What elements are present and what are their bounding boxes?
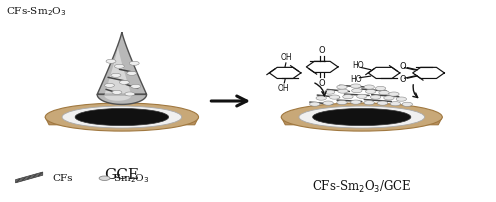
- Ellipse shape: [324, 90, 335, 94]
- Ellipse shape: [131, 84, 141, 88]
- Text: OH: OH: [281, 53, 292, 62]
- Ellipse shape: [364, 101, 374, 105]
- Text: CFs: CFs: [53, 174, 73, 183]
- Ellipse shape: [375, 86, 386, 90]
- Text: O: O: [399, 62, 406, 71]
- Ellipse shape: [112, 90, 122, 94]
- Ellipse shape: [402, 102, 413, 106]
- Ellipse shape: [343, 95, 353, 99]
- Ellipse shape: [120, 80, 129, 84]
- Ellipse shape: [351, 84, 361, 88]
- Text: O: O: [319, 79, 325, 88]
- Ellipse shape: [396, 97, 407, 101]
- Text: OH: OH: [278, 84, 290, 93]
- Ellipse shape: [281, 103, 442, 131]
- Ellipse shape: [62, 106, 182, 128]
- Ellipse shape: [316, 96, 326, 100]
- Ellipse shape: [338, 89, 348, 93]
- Polygon shape: [45, 117, 198, 125]
- Text: HO: HO: [352, 61, 364, 70]
- Ellipse shape: [364, 85, 374, 89]
- Text: CFs-Sm$_2$O$_3$: CFs-Sm$_2$O$_3$: [5, 5, 66, 18]
- Ellipse shape: [312, 108, 411, 126]
- Ellipse shape: [366, 89, 376, 94]
- Polygon shape: [15, 172, 43, 183]
- Ellipse shape: [125, 92, 135, 96]
- Ellipse shape: [351, 100, 361, 104]
- Ellipse shape: [106, 59, 116, 63]
- Text: HO: HO: [351, 75, 362, 83]
- Ellipse shape: [45, 103, 198, 131]
- Ellipse shape: [99, 176, 110, 180]
- Ellipse shape: [115, 64, 124, 68]
- Text: O: O: [319, 46, 325, 55]
- Ellipse shape: [127, 71, 137, 75]
- Text: GCE: GCE: [104, 168, 139, 182]
- Ellipse shape: [379, 90, 389, 95]
- Ellipse shape: [105, 83, 115, 87]
- Ellipse shape: [129, 61, 139, 65]
- Ellipse shape: [389, 92, 399, 96]
- Ellipse shape: [337, 100, 347, 105]
- Text: CFs-Sm$_2$O$_3$/GCE: CFs-Sm$_2$O$_3$/GCE: [312, 179, 411, 195]
- Ellipse shape: [310, 102, 320, 106]
- Ellipse shape: [390, 102, 401, 106]
- Ellipse shape: [329, 95, 340, 99]
- Text: O: O: [399, 75, 406, 84]
- Text: Sm$_2$O$_3$: Sm$_2$O$_3$: [114, 172, 150, 185]
- Ellipse shape: [337, 85, 347, 89]
- Ellipse shape: [377, 101, 388, 105]
- Polygon shape: [97, 32, 147, 104]
- Ellipse shape: [111, 73, 121, 77]
- Ellipse shape: [75, 108, 169, 126]
- Ellipse shape: [357, 94, 367, 98]
- Ellipse shape: [371, 95, 381, 99]
- Ellipse shape: [299, 106, 425, 128]
- Ellipse shape: [323, 101, 333, 105]
- Ellipse shape: [384, 96, 394, 100]
- Polygon shape: [104, 47, 131, 101]
- Ellipse shape: [352, 88, 362, 93]
- Polygon shape: [281, 117, 442, 125]
